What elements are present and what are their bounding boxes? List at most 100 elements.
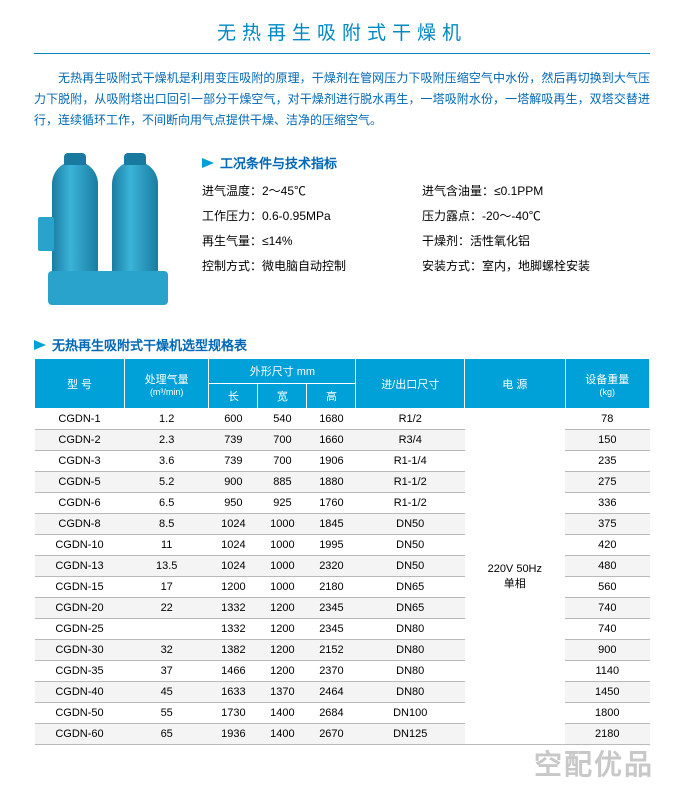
table-cell: DN125 — [356, 724, 465, 745]
table-cell: 1200 — [258, 661, 307, 682]
th-weight: 设备重量 (kg) — [565, 359, 649, 409]
table-cell: CGDN-10 — [35, 535, 125, 556]
table-cell: 1024 — [209, 514, 258, 535]
table-cell: 2370 — [307, 661, 356, 682]
table-cell: 1200 — [258, 598, 307, 619]
table-cell: 1730 — [209, 703, 258, 724]
table-cell: 1024 — [209, 535, 258, 556]
triangle-icon — [202, 158, 214, 168]
table-cell: 740 — [565, 619, 649, 640]
table-cell: 17 — [125, 577, 209, 598]
table-cell: 2345 — [307, 598, 356, 619]
th-width: 宽 — [258, 384, 307, 409]
table-cell: 55 — [125, 703, 209, 724]
table-cell: 1200 — [258, 640, 307, 661]
table-cell: 3.6 — [125, 451, 209, 472]
table-cell: DN65 — [356, 598, 465, 619]
table-cell: DN100 — [356, 703, 465, 724]
table-cell: DN50 — [356, 514, 465, 535]
table-cell: 2180 — [565, 724, 649, 745]
table-cell: 900 — [209, 472, 258, 493]
table-cell: 1450 — [565, 682, 649, 703]
table-cell: 65 — [125, 724, 209, 745]
table-heading: 无热再生吸附式干燥机选型规格表 — [34, 335, 650, 354]
table-cell: 600 — [209, 409, 258, 430]
table-cell: CGDN-1 — [35, 409, 125, 430]
th-flow-unit: (m³/min) — [127, 387, 206, 397]
table-cell: CGDN-50 — [35, 703, 125, 724]
table-cell: CGDN-35 — [35, 661, 125, 682]
table-cell: 45 — [125, 682, 209, 703]
th-length: 长 — [209, 384, 258, 409]
table-cell: CGDN-20 — [35, 598, 125, 619]
power-cell: 220V 50Hz单相 — [465, 409, 566, 745]
table-cell: 32 — [125, 640, 209, 661]
table-cell: CGDN-2 — [35, 430, 125, 451]
table-cell — [125, 619, 209, 640]
table-cell: R1-1/2 — [356, 472, 465, 493]
spec-block: 工况条件与技术指标 进气温度：2～45℃ 进气含油量：≤0.1PPM 工作压力：… — [202, 147, 650, 274]
table-cell: 1400 — [258, 724, 307, 745]
table-cell: R1-1/4 — [356, 451, 465, 472]
page-title: 无热再生吸附式干燥机 — [34, 18, 650, 54]
table-cell: 1200 — [258, 619, 307, 640]
spec-cell: 安装方式：室内，地脚螺栓安装 — [422, 257, 650, 274]
table-cell: 1880 — [307, 472, 356, 493]
table-cell: 1936 — [209, 724, 258, 745]
table-cell: 22 — [125, 598, 209, 619]
spec-cell: 干燥剂：活性氧化铝 — [422, 232, 650, 249]
th-weight-unit: (kg) — [568, 387, 647, 397]
table-cell: DN65 — [356, 577, 465, 598]
table-cell: CGDN-8 — [35, 514, 125, 535]
table-cell: CGDN-15 — [35, 577, 125, 598]
table-cell: 1000 — [258, 514, 307, 535]
table-cell: 2152 — [307, 640, 356, 661]
spec-heading: 工况条件与技术指标 — [202, 153, 650, 172]
table-cell: 1633 — [209, 682, 258, 703]
table-cell: 2180 — [307, 577, 356, 598]
spec-heading-text: 工况条件与技术指标 — [220, 153, 337, 172]
table-cell: 2.3 — [125, 430, 209, 451]
table-cell: 1760 — [307, 493, 356, 514]
spec-table: 型 号 处理气量 (m³/min) 外形尺寸 mm 进/出口尺寸 电 源 设备重… — [34, 358, 650, 745]
table-cell: 37 — [125, 661, 209, 682]
table-head: 型 号 处理气量 (m³/min) 外形尺寸 mm 进/出口尺寸 电 源 设备重… — [35, 359, 650, 409]
table-cell: DN80 — [356, 682, 465, 703]
spec-cell: 工作压力：0.6-0.95MPa — [202, 207, 402, 224]
table-cell: 1906 — [307, 451, 356, 472]
table-cell: CGDN-40 — [35, 682, 125, 703]
th-flow: 处理气量 (m³/min) — [125, 359, 209, 409]
table-cell: 900 — [565, 640, 649, 661]
table-cell: 13.5 — [125, 556, 209, 577]
th-dim: 外形尺寸 mm — [209, 359, 356, 384]
table-cell: 1680 — [307, 409, 356, 430]
table-cell: 1382 — [209, 640, 258, 661]
table-cell: CGDN-6 — [35, 493, 125, 514]
th-port: 进/出口尺寸 — [356, 359, 465, 409]
table-cell: DN50 — [356, 535, 465, 556]
table-cell: DN50 — [356, 556, 465, 577]
table-row: CGDN-11.26005401680R1/2220V 50Hz单相78 — [35, 409, 650, 430]
table-cell: 1400 — [258, 703, 307, 724]
spec-cell: 控制方式：微电脑自动控制 — [202, 257, 402, 274]
table-cell: 1024 — [209, 556, 258, 577]
table-cell: 275 — [565, 472, 649, 493]
table-cell: 2345 — [307, 619, 356, 640]
table-cell: 5.2 — [125, 472, 209, 493]
product-illustration — [34, 147, 184, 317]
table-cell: 739 — [209, 430, 258, 451]
table-cell: 540 — [258, 409, 307, 430]
table-cell: 1000 — [258, 535, 307, 556]
table-cell: 2670 — [307, 724, 356, 745]
table-cell: 1370 — [258, 682, 307, 703]
table-cell: CGDN-25 — [35, 619, 125, 640]
table-cell: CGDN-3 — [35, 451, 125, 472]
table-cell: 700 — [258, 430, 307, 451]
triangle-icon — [34, 340, 46, 350]
table-cell: 8.5 — [125, 514, 209, 535]
table-cell: 925 — [258, 493, 307, 514]
th-power: 电 源 — [465, 359, 566, 409]
table-cell: 150 — [565, 430, 649, 451]
th-flow-label: 处理气量 — [145, 374, 189, 386]
th-weight-label: 设备重量 — [585, 374, 629, 386]
